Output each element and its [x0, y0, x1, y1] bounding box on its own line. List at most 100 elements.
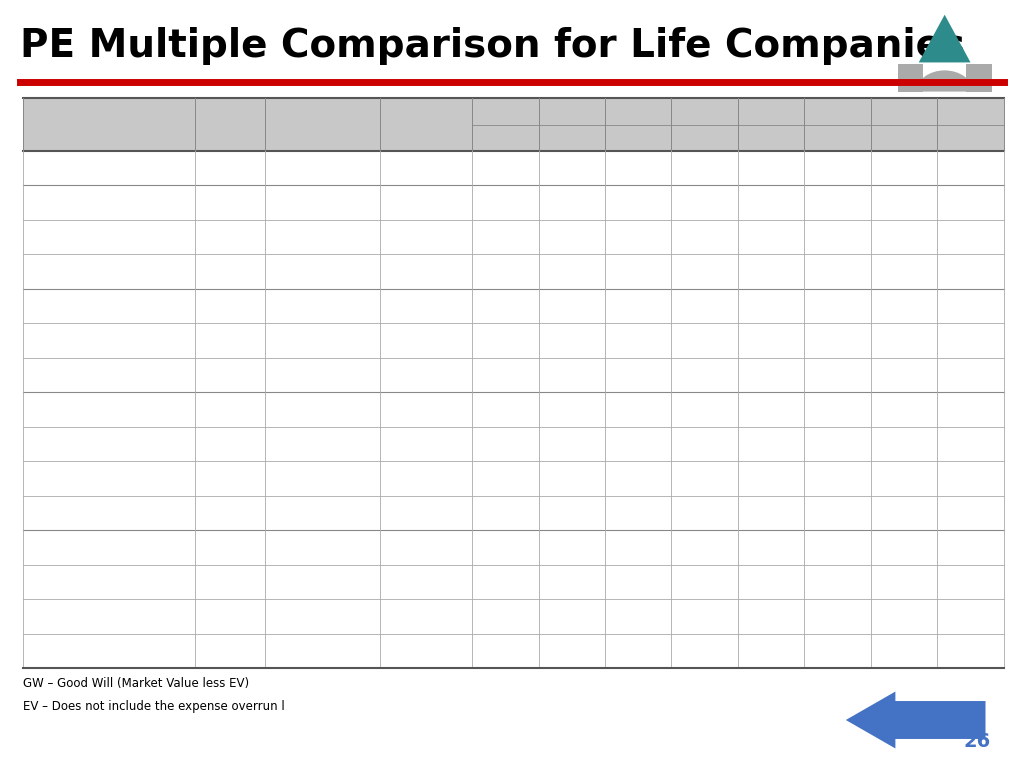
Text: 19.00: 19.00: [903, 301, 933, 311]
Text: 0.96: 0.96: [511, 439, 535, 449]
Text: Life: Life: [199, 439, 218, 449]
Text: -: -: [995, 336, 999, 346]
Text: China: China: [29, 161, 67, 174]
Text: neg: neg: [980, 473, 999, 483]
Text: 2014: 2014: [889, 132, 919, 143]
Text: P/ BV: P/ BV: [522, 108, 555, 118]
Text: 19,630: 19,630: [431, 404, 467, 415]
Text: 1.40: 1.40: [976, 197, 999, 207]
Text: neg: neg: [980, 232, 999, 242]
Polygon shape: [919, 15, 971, 62]
Text: 0.76: 0.76: [844, 404, 866, 415]
Text: 1,818: 1,818: [345, 577, 375, 587]
Text: 12.50: 12.50: [638, 611, 668, 621]
Text: GW – Good Will (Market Value less EV): GW – Good Will (Market Value less EV): [23, 677, 249, 690]
Text: Sony Financial: Sony Financial: [28, 577, 102, 587]
Text: neg: neg: [913, 577, 933, 587]
Text: 1.47: 1.47: [578, 577, 601, 587]
Text: Life: Life: [199, 577, 218, 587]
Text: -: -: [597, 336, 601, 346]
Text: 0.93: 0.93: [578, 404, 601, 415]
Text: 1.96: 1.96: [777, 301, 800, 311]
Text: -: -: [929, 336, 933, 346]
Text: PE Multiple Comparison for Life Companies: PE Multiple Comparison for Life Companie…: [20, 27, 966, 65]
Text: 0.91: 0.91: [511, 611, 535, 621]
Text: 18,158: 18,158: [430, 542, 467, 552]
Text: -: -: [995, 646, 999, 656]
Text: 13.70: 13.70: [703, 577, 734, 587]
Text: EV – Does not include the expense overrun l: EV – Does not include the expense overru…: [23, 700, 285, 713]
Text: Ping An: Ping An: [28, 232, 67, 242]
Text: 3,741: 3,741: [345, 646, 375, 656]
Text: 1,04,000: 1,04,000: [329, 404, 375, 415]
Text: 3.70: 3.70: [910, 197, 933, 207]
Text: 8,520: 8,520: [437, 611, 467, 621]
Text: Life: Life: [199, 404, 218, 415]
Text: Hanw Ha Life: Hanw Ha Life: [28, 439, 96, 449]
Text: 6.90: 6.90: [644, 473, 668, 483]
Text: Share Price
(Local Currency): Share Price (Local Currency): [271, 114, 374, 135]
Text: 14.60: 14.60: [638, 577, 668, 587]
Text: 45: 45: [361, 301, 375, 311]
Text: neg: neg: [913, 439, 933, 449]
Text: Korea: Korea: [29, 369, 68, 382]
Text: 0.82: 0.82: [777, 404, 800, 415]
Text: 0.62: 0.62: [777, 577, 800, 587]
Text: -: -: [664, 336, 668, 346]
Wedge shape: [916, 71, 973, 91]
Text: 0.90: 0.90: [578, 439, 601, 449]
Text: 2015: 2015: [690, 132, 719, 143]
Text: Type: Type: [216, 119, 245, 130]
Text: 0.88: 0.88: [578, 646, 601, 656]
Text: China Life: China Life: [28, 197, 80, 207]
Text: 1,448: 1,448: [345, 611, 375, 621]
Text: 2.27: 2.27: [578, 301, 601, 311]
Text: 11.70: 11.70: [703, 611, 734, 621]
Text: 2.06: 2.06: [511, 197, 535, 207]
Text: Life: Life: [199, 611, 218, 621]
Text: -: -: [797, 336, 800, 346]
Text: 202: 202: [447, 336, 467, 346]
Text: T&D Holdings: T&D Holdings: [28, 611, 98, 621]
Text: 0.94: 0.94: [511, 646, 535, 656]
Text: 2015: 2015: [823, 132, 852, 143]
Text: 24,863: 24,863: [430, 646, 467, 656]
Text: 1,755: 1,755: [345, 542, 375, 552]
Text: 21.30: 21.30: [638, 301, 668, 311]
Text: neg: neg: [913, 611, 933, 621]
Text: Manu Life Holdings: Manu Life Holdings: [28, 336, 127, 346]
Text: 25.80: 25.80: [638, 404, 668, 415]
Text: 1.08: 1.08: [844, 197, 866, 207]
Text: 1.76: 1.76: [844, 301, 866, 311]
Text: 61: 61: [361, 232, 375, 242]
Text: 1,110: 1,110: [437, 473, 467, 483]
Text: Tong Yang Life: Tong Yang Life: [28, 473, 101, 483]
Text: Life: Life: [200, 542, 219, 552]
Text: Life: Life: [199, 301, 218, 311]
Text: 1.48: 1.48: [578, 232, 601, 242]
Text: Restricted: Restricted: [645, 542, 697, 552]
Text: 1.06: 1.06: [511, 404, 535, 415]
Text: 12.60: 12.60: [638, 646, 668, 656]
Text: 0.60: 0.60: [844, 577, 866, 587]
Text: 16.60: 16.60: [638, 197, 668, 207]
Text: 2015: 2015: [557, 132, 587, 143]
Text: Name: Name: [91, 119, 127, 130]
Text: 13.00: 13.00: [705, 439, 734, 449]
Text: 3: 3: [369, 336, 375, 346]
Text: 1.70: 1.70: [511, 232, 535, 242]
Text: 2.51: 2.51: [511, 301, 535, 311]
Text: -: -: [995, 611, 999, 621]
Text: 1.83: 1.83: [578, 197, 601, 207]
Text: 6,830: 6,830: [437, 577, 467, 587]
Text: AIA Group: AIA Group: [28, 301, 80, 311]
Text: -: -: [929, 646, 933, 656]
Text: -: -: [730, 336, 734, 346]
Text: P/E: P/E: [662, 108, 681, 118]
Text: 0.74: 0.74: [511, 473, 535, 483]
Polygon shape: [897, 65, 924, 91]
Text: Tokio Marine: Tokio Marine: [28, 646, 93, 656]
Text: -: -: [863, 336, 866, 346]
Text: 23: 23: [361, 197, 375, 207]
Text: South East Asia: South East Asia: [29, 265, 132, 278]
